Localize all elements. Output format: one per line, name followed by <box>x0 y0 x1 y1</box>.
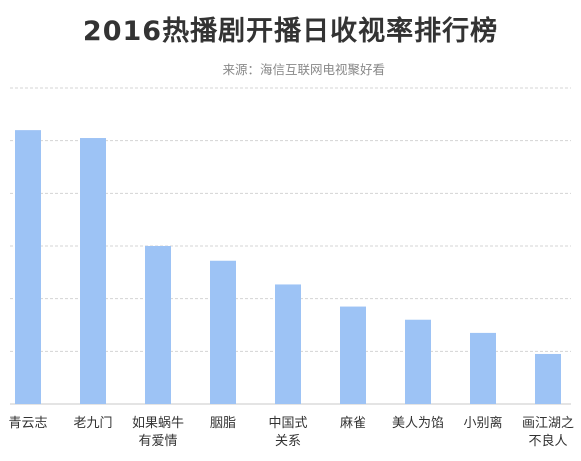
category-label: 麻雀 <box>340 416 366 431</box>
bar <box>405 319 431 404</box>
chart-source: 来源：海信互联网电视聚好看 <box>222 62 385 77</box>
bar <box>210 260 236 404</box>
category-label: 美人为馅 <box>392 416 444 431</box>
category-label: 画江湖之 <box>522 416 574 431</box>
bar <box>15 130 41 404</box>
category-label: 有爱情 <box>138 434 177 449</box>
category-label: 不良人 <box>528 433 567 449</box>
bar <box>275 284 301 404</box>
category-label: 中国式 <box>268 416 307 431</box>
category-label: 青云志 <box>8 416 47 431</box>
bar <box>145 246 171 404</box>
category-label: 胭脂 <box>210 416 236 431</box>
bar <box>470 332 496 404</box>
bar <box>340 306 366 404</box>
category-label: 老九门 <box>73 416 112 431</box>
category-label: 小别离 <box>463 415 502 431</box>
category-label: 关系 <box>275 434 301 449</box>
chart-title: 2016热播剧开播日收视率排行榜 <box>82 16 499 47</box>
bar <box>535 353 561 404</box>
category-label: 如果蜗牛 <box>132 415 184 431</box>
bar <box>80 138 106 405</box>
